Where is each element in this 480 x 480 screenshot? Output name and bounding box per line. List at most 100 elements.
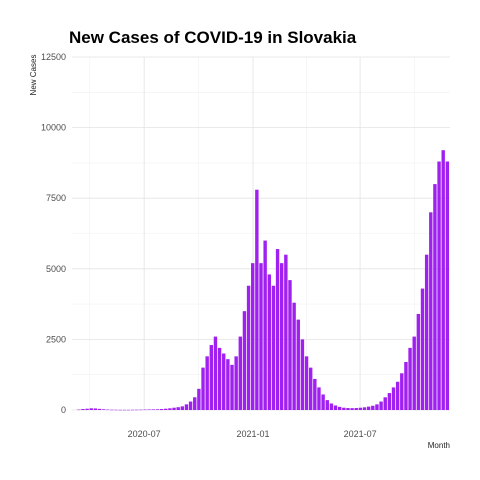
bar — [445, 161, 450, 410]
bar — [168, 408, 172, 410]
bar — [147, 409, 151, 410]
bars — [77, 150, 450, 411]
bar — [366, 406, 371, 410]
bar — [205, 356, 209, 410]
bar — [391, 387, 396, 410]
y-tick-label: 5000 — [46, 264, 66, 274]
bar — [280, 263, 284, 410]
bar — [122, 409, 127, 411]
bar — [383, 397, 387, 410]
bar — [350, 408, 354, 410]
bar — [85, 408, 89, 410]
bar — [404, 361, 408, 410]
bar — [371, 405, 375, 410]
bar — [101, 409, 106, 410]
bar — [358, 407, 363, 410]
bar — [267, 274, 271, 410]
bar — [437, 161, 441, 410]
bar — [284, 254, 288, 410]
bar — [362, 407, 367, 410]
y-tick-label: 0 — [61, 405, 66, 415]
bar — [197, 388, 201, 410]
bar — [441, 150, 445, 410]
bar — [342, 407, 346, 410]
bar — [106, 409, 110, 411]
bar — [313, 378, 317, 410]
bar — [151, 409, 156, 410]
bar — [329, 403, 334, 410]
bar — [176, 407, 180, 410]
bar — [429, 212, 433, 410]
bar — [164, 408, 168, 410]
bar — [346, 408, 350, 410]
bar — [246, 285, 251, 410]
bar — [209, 345, 214, 410]
bar — [234, 356, 238, 410]
bar — [337, 406, 342, 410]
bar — [201, 367, 205, 410]
bar — [77, 409, 81, 411]
bar — [263, 240, 267, 410]
bar — [238, 336, 242, 410]
bar — [226, 359, 230, 410]
bar — [296, 319, 300, 410]
x-axis-label: Month — [428, 441, 450, 450]
bar — [271, 285, 276, 410]
grid — [72, 56, 450, 411]
y-tick-label: 2500 — [46, 334, 66, 344]
bar — [395, 381, 400, 410]
bar — [379, 401, 383, 410]
bar — [217, 347, 222, 410]
bar — [288, 280, 292, 410]
bar — [325, 400, 329, 410]
y-axis: 0 2500 5000 7500 10000 12500 — [41, 52, 66, 415]
x-tick-label: 2021-01 — [236, 429, 269, 439]
x-tick-label: 2020-07 — [128, 429, 161, 439]
bar — [354, 408, 358, 410]
bar — [317, 387, 321, 410]
bar — [93, 408, 98, 410]
bar — [135, 409, 139, 411]
bar — [230, 364, 234, 410]
bar — [424, 254, 429, 410]
bar — [222, 353, 226, 410]
y-axis-label: New Cases — [29, 55, 38, 96]
bar — [292, 302, 296, 410]
bar — [180, 406, 185, 410]
bar — [308, 367, 313, 410]
bar — [242, 311, 247, 410]
bar — [275, 249, 280, 410]
bar — [118, 409, 122, 411]
bar — [159, 409, 164, 410]
bar — [172, 407, 176, 410]
bar — [300, 339, 305, 410]
bar — [251, 263, 255, 410]
bar — [188, 401, 193, 410]
bar — [259, 263, 263, 410]
bar — [333, 405, 338, 410]
bar — [412, 336, 416, 410]
y-tick-label: 7500 — [46, 193, 66, 203]
bar — [408, 347, 412, 410]
bar — [139, 409, 143, 411]
bar — [126, 409, 131, 411]
y-tick-label: 12500 — [41, 52, 66, 62]
bar — [400, 373, 404, 410]
bar — [193, 397, 197, 410]
bar — [97, 408, 102, 410]
x-tick-label: 2021-07 — [344, 429, 377, 439]
bar — [420, 288, 425, 410]
bar — [110, 409, 114, 411]
bar — [387, 393, 392, 410]
bar — [184, 404, 189, 410]
bar — [155, 409, 160, 410]
bar — [304, 356, 309, 410]
bar — [375, 404, 379, 410]
bar — [213, 336, 218, 410]
bar — [143, 409, 147, 411]
bar — [114, 409, 118, 411]
chart-title: New Cases of COVID-19 in Slovakia — [69, 28, 357, 47]
bar — [416, 313, 421, 410]
bar — [81, 409, 85, 410]
